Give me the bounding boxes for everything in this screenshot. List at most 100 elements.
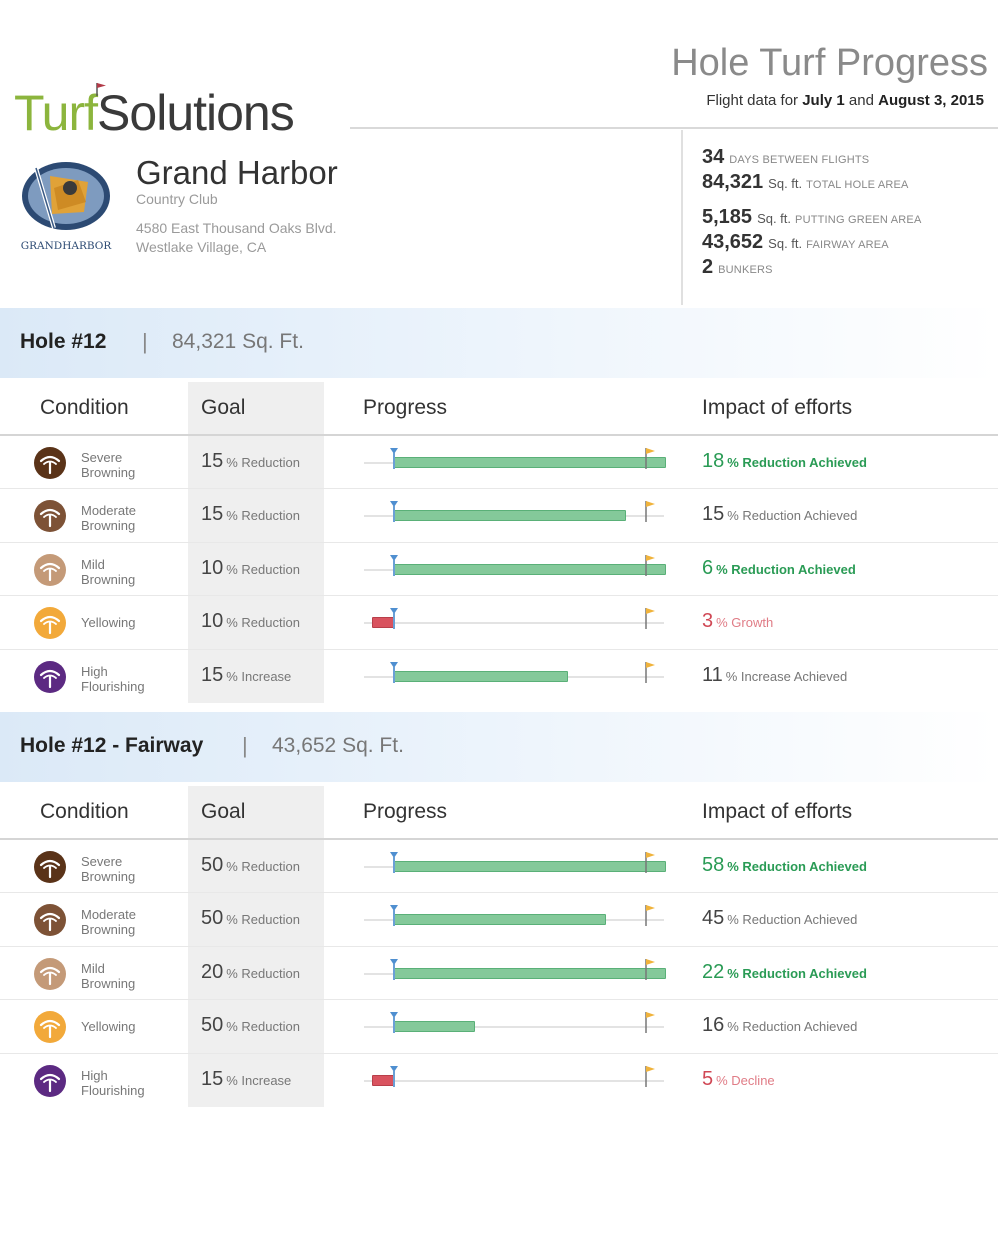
start-line xyxy=(393,613,395,630)
severe-condition-icon xyxy=(34,447,66,479)
progress-bar xyxy=(394,670,568,682)
condition-label-line-1: Moderate xyxy=(81,503,136,519)
table-row: High Flourishing 15% Increase 5% Decline xyxy=(0,1054,998,1107)
impact-text: % Reduction Achieved xyxy=(727,455,867,470)
goal-flag-icon xyxy=(645,905,655,927)
stat-label: Fairway area xyxy=(806,239,889,251)
impact-number: 5 xyxy=(702,1067,714,1090)
stat-value: 34 xyxy=(702,146,725,168)
impact-value: 58% Reduction Achieved xyxy=(702,854,867,877)
impact-number: 15 xyxy=(702,503,725,526)
impact-value: 16% Reduction Achieved xyxy=(702,1014,857,1037)
grand-harbor-emblem-icon: GRANDHARBOR xyxy=(21,162,112,252)
goal-number: 15 xyxy=(201,1067,224,1090)
header-divider xyxy=(350,127,998,129)
stat-days-between-flights: 34 Days between flights xyxy=(702,146,869,169)
progress-track xyxy=(364,1026,664,1029)
impact-number: 45 xyxy=(702,907,725,930)
progress-bar xyxy=(394,967,666,979)
table-row: Yellowing 50% Reduction 16% Reduction Achi… xyxy=(0,1000,998,1054)
goal-value: 15% Reduction xyxy=(201,450,300,473)
grand-harbor-logo: GRANDHARBOR xyxy=(18,158,118,253)
start-line xyxy=(393,559,395,576)
goal-value: 15% Increase xyxy=(201,664,291,687)
start-line xyxy=(393,453,395,469)
goal-flag-icon xyxy=(645,448,655,469)
progress-bar xyxy=(394,457,666,468)
start-marker-icon xyxy=(390,905,398,912)
goal-value: 20% Reduction xyxy=(201,961,300,984)
club-address-line-1: 4580 East Thousand Oaks Blvd. xyxy=(136,220,337,236)
header-progress: Progress xyxy=(363,800,448,823)
start-line xyxy=(393,910,395,927)
goal-number: 10 xyxy=(201,610,224,633)
mild-condition-icon xyxy=(34,957,66,990)
report-title: Hole Turf Progress xyxy=(671,42,988,84)
condition-label-line-1: Moderate xyxy=(81,907,136,923)
stat-bunkers: 2 Bunkers xyxy=(702,256,773,279)
logo-solutions-text: Solutions xyxy=(96,83,295,138)
regression-bar xyxy=(372,1074,394,1086)
goal-number: 50 xyxy=(201,907,224,930)
report-subtitle: Flight data for July 1 and August 3, 201… xyxy=(706,92,984,109)
condition-label-line-2: Browning xyxy=(81,571,136,587)
start-marker-icon xyxy=(390,501,398,508)
goal-number: 15 xyxy=(201,450,224,472)
condition-label-line-1: High xyxy=(81,1067,108,1083)
table-row: Mild Browning 20% Reduction 22% Reduction A… xyxy=(0,947,998,1001)
goal-text: % Reduction xyxy=(226,859,300,874)
goal-number: 20 xyxy=(201,960,224,983)
condition-label-line-1: High xyxy=(81,663,108,679)
section-header: Hole #12 | 84,321 Sq. Ft. xyxy=(0,308,998,378)
condition-table: Condition Goal Progress Impact of efforts Se… xyxy=(0,786,998,1107)
impact-number: 58 xyxy=(702,854,725,876)
start-line xyxy=(393,666,395,683)
impact-text: % Reduction Achieved xyxy=(727,1019,858,1035)
goal-flag-icon xyxy=(645,554,655,576)
start-line xyxy=(393,1017,395,1034)
condition-label-line-1: Mild xyxy=(81,960,105,976)
goal-text: % Reduction xyxy=(226,912,300,928)
impact-number: 18 xyxy=(702,450,725,472)
goal-value: 10% Reduction xyxy=(201,610,300,633)
goal-value: 50% Reduction xyxy=(201,1014,300,1037)
impact-text: % Reduction Achieved xyxy=(727,859,867,874)
stat-unit: Sq. ft. xyxy=(768,176,803,191)
condition-table: Condition Goal Progress Impact of efforts Se… xyxy=(0,382,998,703)
condition-label: Moderate Browning xyxy=(81,907,171,937)
condition-label-line-2: Flourishing xyxy=(81,678,145,694)
section-title: Hole #12 - Fairway xyxy=(20,734,204,757)
club-type: Country Club xyxy=(136,191,218,207)
progress-bar xyxy=(394,1021,475,1033)
goal-flag-icon xyxy=(645,852,655,873)
goal-text: % Reduction xyxy=(226,615,300,631)
table-row: Yellowing 10% Reduction 3% Growth xyxy=(0,596,998,650)
condition-label: Mild Browning xyxy=(81,961,171,991)
impact-value: 15% Reduction Achieved xyxy=(702,503,857,526)
start-marker-icon xyxy=(390,852,398,858)
start-marker-icon xyxy=(390,1065,398,1072)
progress-bar xyxy=(394,861,666,872)
goal-text: % Reduction xyxy=(226,508,300,524)
goal-value: 15% Increase xyxy=(201,1068,291,1091)
mild-condition-icon xyxy=(34,553,66,586)
stat-value: 84,321 xyxy=(702,171,764,193)
goal-flag-icon xyxy=(645,1065,655,1087)
condition-label-line-2: Browning xyxy=(81,518,136,534)
moderate-condition-icon xyxy=(34,904,66,937)
impact-value: 3% Growth xyxy=(702,610,773,633)
table-header: Condition Goal Progress Impact of efforts xyxy=(0,786,998,840)
flag-icon xyxy=(96,83,107,96)
impact-text: % Reduction Achieved xyxy=(727,965,867,981)
impact-text: % Reduction Achieved xyxy=(716,561,856,577)
table-row: High Flourishing 15% Increase 11% Increase … xyxy=(0,650,998,703)
condition-label: Moderate Browning xyxy=(81,503,171,533)
impact-value: 11% Increase Achieved xyxy=(702,664,847,687)
condition-label-line-1: Severe xyxy=(81,854,123,869)
goal-value: 50% Reduction xyxy=(201,854,300,877)
goal-number: 10 xyxy=(201,556,224,579)
start-marker-icon xyxy=(390,1012,398,1019)
impact-number: 16 xyxy=(702,1014,725,1037)
condition-label-line-1: Severe xyxy=(81,450,123,465)
header-progress: Progress xyxy=(363,396,448,419)
